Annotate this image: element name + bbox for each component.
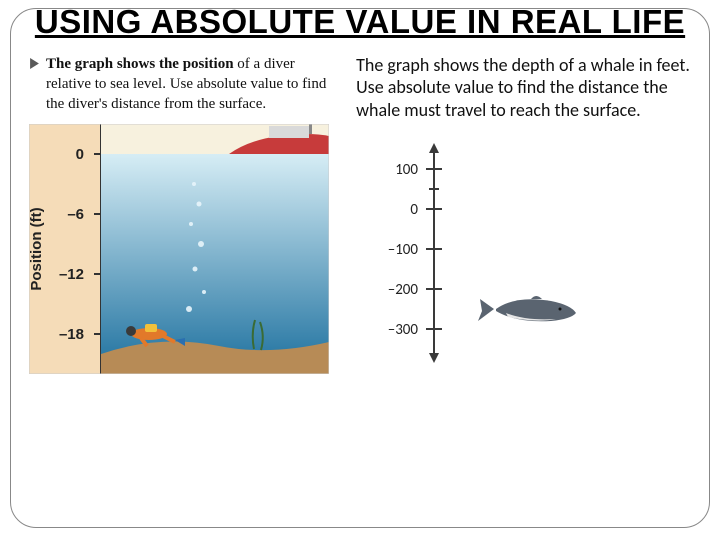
chevron-right-icon (29, 58, 40, 69)
tick-2-label: –100 (388, 241, 419, 259)
whale-icon (478, 296, 576, 321)
left-column: The graph shows the position of a diver … (29, 54, 338, 375)
whale-figure: 100 0 –100 –200 –300 (356, 139, 656, 369)
tick-2-label: –12 (59, 266, 84, 283)
water (101, 154, 329, 354)
whale-numberline: 100 0 –100 –200 –300 (356, 139, 656, 369)
page-title: USING ABSOLUTE VALUE IN REAL LIFE (29, 5, 691, 40)
arrow-down-icon (429, 353, 439, 363)
tick-1-label: –6 (67, 206, 84, 223)
diver-figure: Position (ft) 0 –6 –12 –18 (29, 124, 329, 374)
right-prompt: The graph shows the depth of a whale in … (356, 54, 691, 122)
arrow-up-icon (429, 143, 439, 153)
tick-3-label: –200 (388, 281, 419, 299)
tick-0-label: 0 (76, 146, 84, 163)
content-columns: The graph shows the position of a diver … (29, 54, 691, 375)
y-axis-label: Position (ft) (29, 208, 45, 291)
left-bullet-item: The graph shows the position of a diver … (29, 54, 338, 115)
slide-frame: USING ABSOLUTE VALUE IN REAL LIFE The gr… (10, 8, 710, 528)
right-column: The graph shows the depth of a whale in … (356, 54, 691, 375)
tick-0-label: 100 (395, 161, 418, 179)
left-prompt-bold: The graph shows the position (46, 56, 234, 72)
left-prompt: The graph shows the position of a diver … (46, 54, 338, 115)
tick-3-label: –18 (59, 326, 84, 343)
diver-illustration: Position (ft) 0 –6 –12 –18 (29, 124, 329, 374)
tick-4-label: –300 (388, 321, 419, 339)
tick-1-label: 0 (411, 201, 419, 219)
